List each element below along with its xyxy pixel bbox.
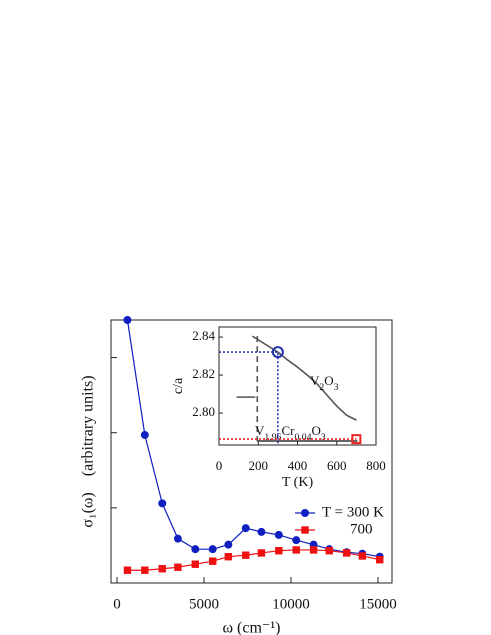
series-line	[219, 351, 279, 445]
marker	[140, 430, 149, 439]
marker	[123, 566, 132, 574]
marker	[123, 316, 132, 324]
x-tick-label: 0	[216, 458, 223, 473]
x-tick-label: 0	[113, 596, 121, 612]
marker	[301, 509, 309, 517]
series-line	[251, 335, 357, 421]
y-tick-label: 2.80	[192, 404, 215, 419]
marker	[191, 560, 200, 568]
series-line	[126, 319, 380, 558]
marker	[241, 524, 250, 533]
x-tick-label: 5000	[189, 596, 219, 612]
marker	[208, 545, 217, 554]
marker	[309, 546, 318, 554]
series-label: V1.96Cr0.04O3	[255, 423, 326, 443]
marker	[292, 546, 300, 554]
x-tick-label: 200	[249, 458, 269, 473]
x-axis-label: ω (cm⁻¹)	[223, 620, 281, 635]
y-axis-label: σ₁(ω) (arbitrary units)	[80, 375, 97, 527]
marker	[275, 546, 283, 555]
marker	[242, 551, 250, 559]
x-tick-label: 400	[288, 458, 308, 473]
marker	[158, 499, 167, 508]
marker	[301, 526, 309, 534]
marker	[257, 527, 266, 536]
marker	[224, 553, 233, 561]
x-tick-label: 10000	[272, 596, 310, 612]
legend-label: T = 300 K	[322, 504, 384, 520]
marker	[274, 530, 283, 539]
marker	[208, 557, 217, 565]
marker	[141, 566, 149, 574]
y-axis-label: c/a	[171, 377, 186, 394]
marker	[174, 563, 182, 571]
marker	[358, 552, 367, 560]
marker	[257, 549, 266, 557]
x-tick-label: 800	[366, 458, 386, 473]
series-line	[127, 549, 380, 571]
inset-frame	[218, 326, 377, 446]
marker	[271, 346, 284, 359]
marker	[191, 545, 200, 554]
marker	[351, 434, 362, 445]
marker	[224, 540, 233, 549]
y-tick-label: 2.84	[192, 328, 215, 343]
series-label: V2O3	[310, 373, 339, 393]
marker	[376, 556, 384, 564]
marker	[325, 546, 333, 555]
y-tick-label: 2.82	[192, 366, 215, 381]
x-axis-label: T (K)	[282, 475, 314, 490]
x-tick-label: 15000	[359, 596, 397, 612]
marker	[342, 549, 351, 557]
marker	[158, 565, 166, 573]
marker	[173, 534, 182, 543]
marker	[292, 536, 301, 545]
x-tick-label: 600	[327, 458, 347, 473]
legend-label: 700	[350, 521, 373, 537]
